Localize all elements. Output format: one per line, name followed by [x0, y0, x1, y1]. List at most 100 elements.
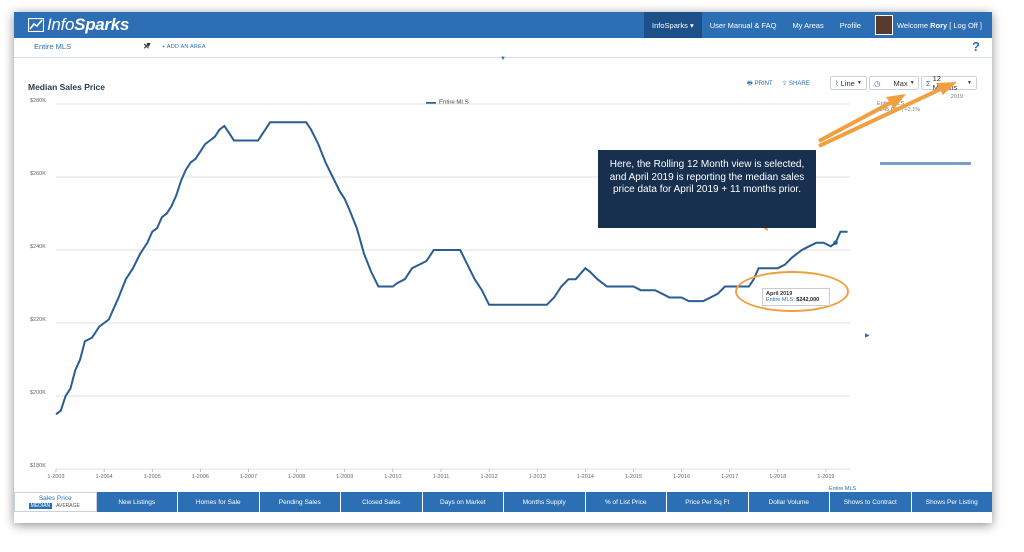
x-tick-label: 1-2017	[721, 474, 738, 480]
y-tick-label: $180K	[30, 463, 46, 469]
user-name: Rory	[930, 20, 948, 30]
avatar	[874, 15, 893, 35]
annotation-arrow-line	[818, 86, 944, 148]
x-tick-label: 1-2010	[384, 474, 401, 480]
legend-swatch	[426, 102, 436, 104]
tab-months-supply[interactable]: Months Supply	[504, 492, 586, 512]
x-tick-label: 1-2012	[481, 474, 498, 480]
legend-label: Entire MLS	[439, 100, 469, 106]
chart-logo-icon	[28, 18, 44, 32]
caret-down-icon: ▼	[909, 80, 915, 86]
welcome-label: Welcome	[896, 20, 929, 30]
tab-shows-to-contract[interactable]: Shows to Contract	[830, 492, 912, 512]
annotation-arrowhead	[936, 82, 957, 95]
x-tick-label: 1-2018	[769, 474, 786, 480]
remove-area-icon[interactable]: ✕	[143, 42, 150, 51]
y-tick-label: $200K	[30, 390, 46, 396]
nav-my-areas[interactable]: My Areas	[792, 20, 824, 30]
x-tick-label: 1-2011	[433, 474, 450, 480]
logo-text-bold: Sparks	[74, 15, 130, 34]
x-tick-label: 1-2013	[529, 474, 546, 480]
y-axis-ticks: $180K $200K $220K $240K $260K $280K	[30, 98, 46, 469]
chart-title: Median Sales Price	[28, 82, 106, 92]
tab-closed-sales[interactable]: Closed Sales	[341, 492, 423, 512]
tab-price-per-sq-ft[interactable]: Price Per Sq Ft	[667, 492, 749, 512]
area-dropdown-value: Entire MLS	[34, 42, 72, 51]
side-summary-year: 2019	[950, 94, 963, 100]
tab-days-on-market[interactable]: Days on Market	[422, 492, 504, 512]
tooltip-value: $242,000	[796, 297, 820, 303]
x-tick-label: 1-2008	[288, 474, 305, 480]
annotation-arrowhead	[886, 94, 906, 109]
caret-down-icon: ▼	[856, 80, 862, 86]
area-dropdown[interactable]: Entire MLS ▼	[34, 42, 152, 54]
area-selector-row: Entire MLS ▼ ✕ + ADD AN AREA ?	[14, 38, 992, 58]
time-range-value: Max	[893, 78, 908, 88]
time-range-dropdown[interactable]: ◷ Max ▼	[869, 76, 919, 90]
tab-sales-price-label: Sales Price	[38, 495, 72, 502]
series-line-entire-mls	[55, 121, 848, 416]
main-nav: InfoSparks ▾ User Manual & FAQ My Areas …	[644, 12, 992, 38]
x-axis-ticks: 1-2003 1-2004 1-2005 1-2006 1-2007 1-2008 1-20…	[47, 469, 835, 480]
footer-series-label: Entire MLS	[829, 486, 857, 492]
tab-homes-for-sale[interactable]: Homes for Sale	[178, 492, 260, 512]
y-tick-label: $260K	[30, 171, 46, 177]
y-tick-label: $240K	[30, 244, 46, 250]
clock-icon: ◷	[874, 78, 881, 88]
share-label: SHARE	[789, 80, 810, 87]
logoff-link[interactable]: [ Log Off ]	[949, 20, 982, 30]
tab-sales-price[interactable]: Sales Price MEDIAN AVERAGE	[14, 492, 97, 512]
tab-shows-per-listing[interactable]: Shows Per Listing	[911, 492, 992, 512]
y-tick-label: $220K	[30, 317, 46, 323]
chart-type-value: Line	[840, 78, 855, 88]
x-tick-label: 1-2016	[673, 474, 690, 480]
tooltip-date: April 2019	[766, 291, 793, 297]
x-tick-label: 1-2004	[96, 474, 113, 480]
tab-pending-sales[interactable]: Pending Sales	[259, 492, 341, 512]
share-button[interactable]: ⇪ SHARE	[782, 78, 810, 89]
nav-infosparks-menu[interactable]: InfoSparks ▾	[644, 12, 702, 38]
tab-dollar-volume[interactable]: Dollar Volume	[748, 492, 830, 512]
x-tick-label: 1-2003	[47, 474, 64, 480]
x-tick-label: 1-2019	[817, 474, 834, 480]
x-tick-label: 1-2014	[577, 474, 594, 480]
x-tick-label: 1-2015	[625, 474, 642, 480]
x-tick-label: 1-2007	[240, 474, 257, 480]
nav-profile[interactable]: Profile	[839, 20, 861, 30]
tooltip-series: Entire MLS:	[766, 297, 795, 303]
median-toggle[interactable]: MEDIAN	[28, 503, 53, 509]
chart-type-dropdown[interactable]: ⌇ Line ▼	[830, 76, 867, 90]
collapse-toggle-icon[interactable]: ▼	[500, 56, 506, 62]
sigma-icon: Σ	[926, 78, 931, 88]
print-button[interactable]: 🖶 PRINT	[747, 78, 773, 89]
x-tick-label: 1-2005	[144, 474, 161, 480]
caret-down-icon: ▼	[145, 42, 152, 49]
print-label: PRINT	[754, 80, 773, 87]
metric-tabs: Sales Price MEDIAN AVERAGE New Listings …	[14, 492, 992, 512]
chart-tooltip: April 2019 Entire MLS: $242,000	[762, 288, 830, 306]
expand-right-icon[interactable]: ▶	[865, 333, 870, 339]
user-info: Welcome Rory [ Log Off ]	[869, 12, 992, 38]
top-navigation-bar: Info Sparks InfoSparks ▾ User Manual & FA…	[14, 12, 992, 38]
infosparks-logo[interactable]: Info Sparks	[28, 15, 129, 35]
chart-legend: Entire MLS	[426, 100, 469, 106]
tab-new-listings[interactable]: New Listings	[96, 492, 178, 512]
printer-icon: 🖶	[747, 80, 753, 87]
line-chart: $180K$200K$220K$240K$260K$280K 1-2003 1-2…	[30, 82, 957, 480]
y-tick-label: $280K	[30, 98, 46, 104]
tab-pct-of-list-price[interactable]: % of List Price	[585, 492, 667, 512]
annotation-arrow-line	[818, 100, 893, 143]
side-summary-bar	[880, 162, 971, 165]
chart-panel: Median Sales Price 🖶 PRINT ⇪ SHARE ⌇ Lin…	[14, 64, 992, 494]
x-tick-label: 1-2006	[192, 474, 209, 480]
logo-text-light: Info	[47, 15, 75, 34]
average-toggle[interactable]: AVERAGE	[56, 503, 80, 509]
x-tick-label: 1-2009	[336, 474, 353, 480]
app-window: Info Sparks InfoSparks ▾ User Manual & FA…	[14, 12, 992, 523]
nav-user-manual[interactable]: User Manual & FAQ	[709, 20, 777, 30]
add-area-link[interactable]: + ADD AN AREA	[162, 44, 206, 50]
line-chart-icon: ⌇	[835, 78, 839, 88]
highlight-ellipse	[735, 271, 849, 312]
help-icon[interactable]: ?	[972, 39, 980, 54]
caret-down-icon: ▼	[967, 80, 972, 86]
